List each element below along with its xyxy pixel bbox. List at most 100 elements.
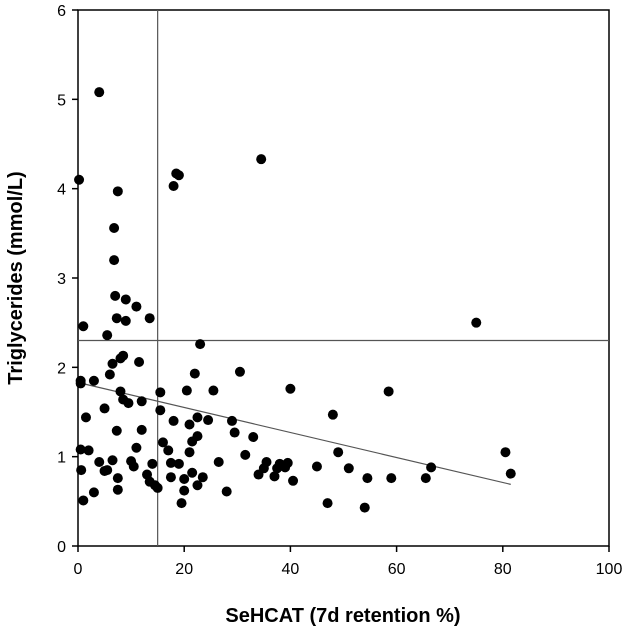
scatter-point	[109, 255, 120, 266]
scatter-point	[359, 502, 370, 513]
scatter-point	[195, 339, 206, 350]
scatter-point	[187, 467, 198, 478]
scatter-point	[192, 431, 203, 442]
scatter-point	[75, 378, 86, 389]
scatter-point	[75, 444, 86, 455]
x-tick-label: 40	[282, 561, 300, 578]
scatter-point	[184, 419, 195, 430]
scatter-point	[128, 461, 139, 472]
scatter-point	[157, 437, 168, 448]
scatter-point	[285, 383, 296, 394]
scatter-point	[78, 321, 89, 332]
scatter-point	[311, 461, 322, 472]
scatter-point	[229, 427, 240, 438]
scatter-point	[134, 356, 145, 367]
scatter-point	[112, 473, 123, 484]
scatter-point	[500, 447, 511, 458]
scatter-point	[112, 186, 123, 197]
scatter-point	[383, 386, 394, 397]
scatter-point	[110, 290, 121, 301]
scatter-point	[155, 387, 166, 398]
scatter-point	[173, 170, 184, 181]
y-tick-label: 2	[57, 360, 66, 377]
scatter-point	[102, 465, 113, 476]
scatter-point	[152, 482, 163, 493]
scatter-point	[213, 457, 224, 468]
scatter-point	[76, 465, 87, 476]
scatter-point	[282, 457, 293, 468]
scatter-point	[221, 486, 232, 497]
scatter-point	[165, 457, 176, 468]
scatter-point	[192, 480, 203, 491]
scatter-point	[176, 498, 187, 509]
scatter-point	[322, 498, 333, 509]
scatter-point	[88, 487, 99, 498]
scatter-point	[420, 473, 431, 484]
data-points	[74, 87, 516, 513]
scatter-point	[189, 368, 200, 379]
scatter-point	[131, 442, 142, 453]
scatter-point	[327, 409, 338, 420]
regression-line	[77, 381, 511, 485]
scatter-point	[118, 350, 129, 361]
scatter-point	[163, 445, 174, 456]
scatter-point	[107, 455, 118, 466]
scatter-point	[120, 315, 131, 326]
scatter-point	[173, 458, 184, 469]
scatter-point	[155, 405, 166, 416]
scatter-point	[256, 154, 267, 165]
scatter-point	[165, 472, 176, 483]
scatter-point	[74, 174, 85, 185]
scatter-point	[184, 447, 195, 458]
scatter-point	[136, 396, 147, 407]
reference-lines	[78, 10, 609, 546]
scatter-point	[179, 485, 190, 496]
scatter-point	[362, 473, 373, 484]
scatter-point	[111, 313, 122, 324]
scatter-point	[343, 463, 354, 474]
scatter-point	[104, 369, 115, 380]
x-tick-label: 20	[175, 561, 193, 578]
scatter-point	[192, 412, 203, 423]
scatter-point	[115, 386, 126, 397]
y-axis-ticks: 0 1 2 3 4 5 6	[57, 3, 78, 556]
y-tick-label: 3	[57, 271, 66, 288]
scatter-point	[269, 471, 280, 482]
x-tick-label: 0	[74, 561, 83, 578]
scatter-point	[94, 457, 105, 468]
scatter-point	[112, 484, 123, 495]
y-tick-label: 4	[57, 182, 66, 199]
scatter-point	[248, 432, 259, 443]
scatter-point	[240, 449, 251, 460]
scatter-point	[111, 425, 122, 436]
scatter-point	[107, 358, 118, 369]
scatter-point	[88, 375, 99, 386]
scatter-point	[203, 415, 214, 426]
scatter-point	[109, 222, 120, 233]
scatter-point	[102, 330, 113, 341]
scatter-point	[261, 457, 272, 468]
scatter-point	[168, 180, 179, 191]
scatter-point	[234, 366, 245, 377]
scatter-point	[94, 87, 105, 98]
y-tick-label: 1	[57, 450, 66, 467]
scatter-point	[80, 412, 91, 423]
scatter-point	[288, 475, 299, 486]
y-axis-title: Triglycerides (mmol/L)	[5, 171, 27, 384]
scatter-point	[208, 385, 219, 396]
y-tick-label: 0	[57, 539, 66, 556]
x-tick-label: 100	[596, 561, 623, 578]
scatter-point	[471, 317, 482, 328]
scatter-point	[197, 472, 208, 483]
scatter-point	[120, 294, 131, 305]
scatter-point	[147, 458, 158, 469]
scatter-point	[78, 495, 89, 506]
x-axis-ticks: 0 20 40 60 80 100	[74, 546, 623, 578]
scatter-point	[99, 403, 110, 414]
scatter-point	[83, 445, 94, 456]
scatter-point	[123, 398, 134, 409]
scatter-point	[144, 313, 155, 324]
scatter-point	[181, 385, 192, 396]
scatter-point	[426, 462, 437, 473]
